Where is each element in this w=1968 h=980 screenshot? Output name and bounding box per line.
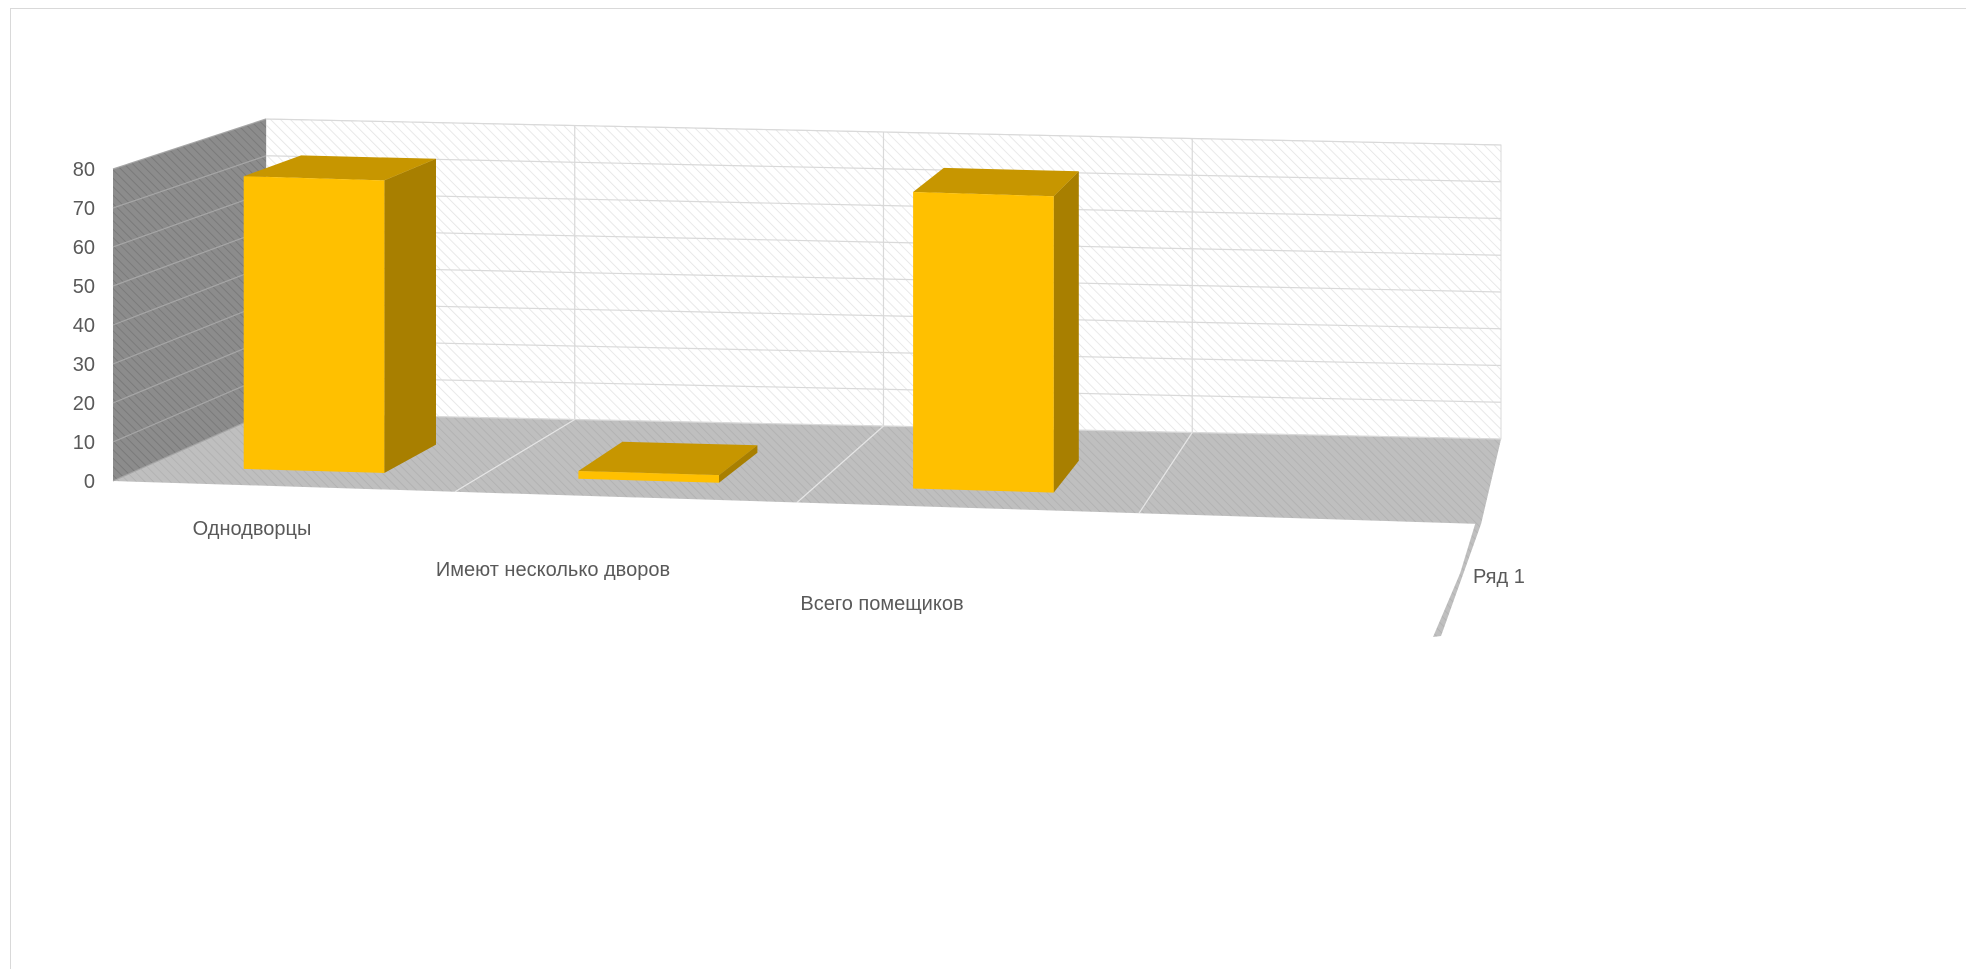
floor-side (1441, 439, 1501, 636)
bar-front-face (578, 471, 719, 483)
bar-side-face (384, 158, 436, 474)
category-label: Имеют несколько дворов (436, 559, 670, 581)
bar (243, 155, 436, 474)
bar-side-face (719, 445, 758, 483)
bar-top-face (578, 441, 758, 476)
gridline-side (112, 375, 267, 443)
chart-gridlines (112, 118, 1502, 514)
category-labels: Однодворцы Имеют несколько дворов Всего по… (193, 518, 964, 615)
series-depth-labels: Ряд 1 (1473, 566, 1525, 588)
chart-canvas: 0 10 20 30 40 50 60 70 80 Однодворцы Имеют нескол… (73, 118, 1525, 637)
bar (913, 167, 1079, 493)
category-label: Всего помещиков (800, 593, 963, 615)
bar-front-face (243, 176, 385, 473)
y-tick-label: 60 (73, 237, 95, 259)
gridline-side (112, 118, 267, 170)
gridline-floor (796, 425, 884, 503)
chart-frame: 0 10 20 30 40 50 60 70 80 Однодворцы Имеют нескол… (10, 8, 1966, 969)
bar-front-face (913, 192, 1054, 493)
y-tick-label: 30 (73, 354, 95, 376)
gridline-side (112, 191, 267, 248)
y-tick-label: 70 (73, 198, 95, 220)
y-tick-label: 80 (73, 159, 95, 181)
category-label: Однодворцы (193, 518, 312, 540)
gridline-side (112, 412, 267, 482)
side-wall (113, 119, 266, 481)
y-tick-label: 10 (73, 432, 95, 454)
bar-side-face (1053, 171, 1079, 493)
series-label: Ряд 1 (1473, 566, 1525, 588)
bar-top-face (913, 167, 1079, 197)
y-tick-label: 0 (84, 471, 95, 493)
gridline-side (112, 338, 267, 404)
gridline-side (112, 302, 267, 365)
gridline-floor (1138, 432, 1193, 514)
floor (113, 413, 1501, 524)
gridline-floor (454, 418, 576, 493)
y-axis-tick-labels: 0 10 20 30 40 50 60 70 80 (73, 159, 95, 493)
y-tick-label: 40 (73, 315, 95, 337)
bar (578, 441, 758, 483)
gridline-side (112, 155, 267, 209)
gridline-side (112, 228, 267, 287)
bar-top-face (243, 155, 436, 181)
y-tick-label: 20 (73, 393, 95, 415)
gridline-side (112, 265, 267, 326)
y-tick-label: 50 (73, 276, 95, 298)
chart-bars (243, 155, 1079, 493)
